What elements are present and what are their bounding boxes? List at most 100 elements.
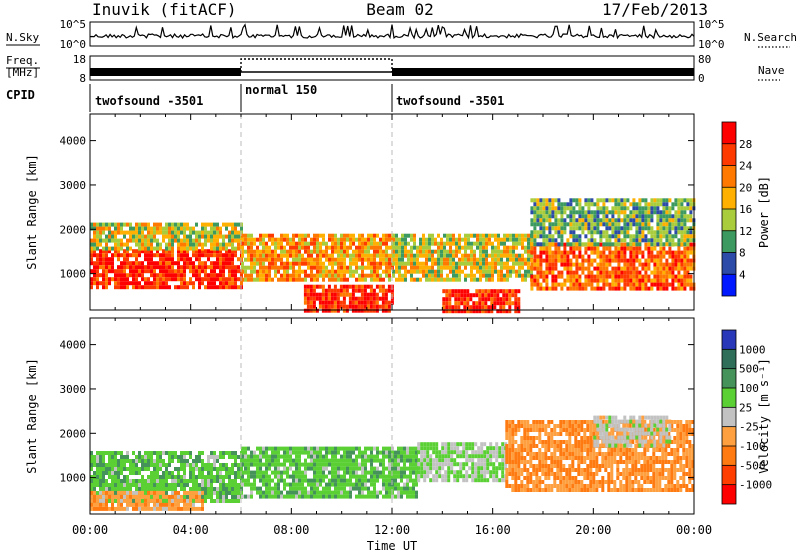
velocity-cell [292,450,295,455]
power-cell [334,257,337,262]
power-cell [132,269,135,274]
velocity-cell [108,475,111,479]
velocity-cell [250,458,253,463]
velocity-cell [289,450,292,455]
power-cell [298,265,301,270]
power-cell [237,234,240,239]
velocity-cell [429,470,433,475]
power-cell [467,253,470,258]
velocity-cell [319,482,322,487]
velocity-cell [153,506,156,511]
power-cell [375,292,379,297]
velocity-cell [250,454,253,459]
velocity-cell [162,483,165,487]
power-cell [407,253,410,258]
power-cell [225,253,228,258]
power-cell [186,257,189,262]
power-cell [578,226,582,231]
velocity-cell [280,474,283,479]
power-cell [635,230,639,235]
velocity-cell [319,494,322,499]
power-cell [322,261,325,266]
velocity-cell [403,486,406,491]
power-cell [590,202,594,207]
velocity-cell [352,482,355,487]
velocity-cell [111,483,114,487]
velocity-cell [225,495,228,499]
power-cell [231,261,234,266]
power-cell [605,230,609,235]
velocity-cell [420,466,424,471]
power-cell [677,258,681,263]
velocity-cell [465,450,469,455]
power-cell [370,233,373,238]
power-cell [605,198,609,203]
power-cell [686,206,690,211]
power-cell [668,242,672,247]
velocity-cell [394,494,397,499]
power-cell [578,242,582,247]
power-cell [560,210,564,215]
velocity-cell [432,442,436,447]
power-cell [186,261,189,266]
velocity-cell [189,498,192,503]
power-cell [283,245,286,250]
power-cell [351,296,355,301]
power-cell [177,261,180,266]
power-cell [231,269,234,274]
power-cell [123,249,126,254]
power-cell [325,273,328,278]
velocity-cell [108,451,111,455]
power-cell [569,270,573,275]
power-cell [557,206,561,211]
power-cell [301,269,304,274]
velocity-cell [514,476,518,480]
velocity-cell [198,459,201,463]
power-cell [265,265,268,270]
velocity-cell [429,454,433,459]
power-cell [286,269,289,274]
power-cell [186,234,189,239]
power-cell [463,301,467,306]
velocity-cell [498,462,502,467]
power-cell [141,285,144,290]
velocity-cell [114,459,117,463]
power-cell [605,270,609,275]
velocity-cell [520,480,524,484]
power-cell [500,273,503,278]
velocity-cell [376,450,379,455]
velocity-cell [120,506,123,511]
velocity-cell [144,459,147,463]
velocity-cell [307,482,310,487]
velocity-cell [117,467,120,471]
velocity-cell [171,475,174,479]
power-cell [641,214,645,219]
power-cell [268,261,271,266]
power-cell [168,253,171,258]
power-cell [674,258,678,263]
power-cell [584,214,588,219]
power-cell [662,210,666,215]
velocity-cell [492,474,496,479]
velocity-cell [450,470,454,475]
power-cell [599,238,603,243]
power-cell [587,282,591,287]
velocity-cell [153,459,156,463]
velocity-cell [517,472,521,476]
power-cell [683,242,687,247]
velocity-cell [483,478,487,483]
power-cell [201,249,204,254]
power-cell [494,261,497,266]
power-cell [292,237,295,242]
power-cell [503,233,506,238]
velocity-cell [222,467,225,471]
velocity-cell [277,490,280,495]
power-cell [313,257,316,262]
velocity-cell [331,470,334,475]
power-cell [117,226,120,231]
power-cell [530,266,534,271]
power-cell [313,249,316,254]
velocity-cell [189,463,192,467]
power-cell [572,262,576,267]
power-cell [611,226,615,231]
